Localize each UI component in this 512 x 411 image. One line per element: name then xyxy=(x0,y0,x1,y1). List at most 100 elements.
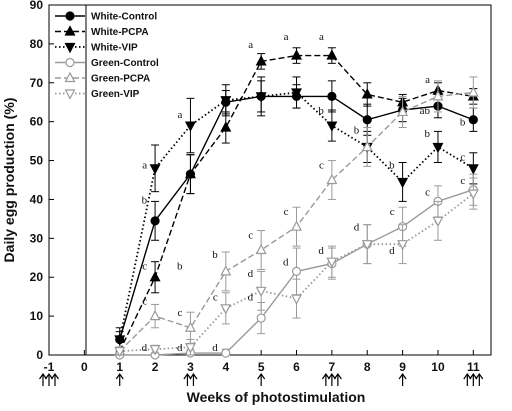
significance-letter: b xyxy=(318,105,324,117)
plot-area xyxy=(48,4,492,356)
up-arrow-icon xyxy=(183,372,192,386)
data-point xyxy=(255,286,267,298)
data-point xyxy=(361,240,373,251)
arrow-head xyxy=(475,372,484,380)
data-point xyxy=(468,115,478,125)
significance-letter: c xyxy=(142,295,147,307)
significance-letter: c xyxy=(213,292,218,304)
arrow-head xyxy=(45,372,53,380)
data-point xyxy=(220,265,232,276)
significance-letter: d xyxy=(212,342,218,354)
significance-letter: a xyxy=(142,159,147,171)
significance-letter: a xyxy=(284,31,289,43)
data-point xyxy=(291,266,302,276)
arrow-head xyxy=(39,372,47,380)
x-tick-label: 8 xyxy=(364,360,371,374)
legend-marker xyxy=(64,42,76,54)
arrow-head xyxy=(189,372,198,380)
photostimulation-arrows xyxy=(39,372,484,386)
up-arrow-icon xyxy=(115,372,124,386)
legend-label: White-Control xyxy=(91,12,157,23)
significance-letter: c xyxy=(178,307,183,319)
significance-letter: ab xyxy=(420,105,431,117)
data-point xyxy=(467,189,479,200)
significance-letter: b xyxy=(389,159,395,171)
data-point xyxy=(114,347,126,358)
data-point xyxy=(291,88,303,99)
up-arrow-icon xyxy=(475,372,484,386)
data-point xyxy=(220,96,232,107)
significance-letter: d xyxy=(248,268,254,280)
x-tick-label: 9 xyxy=(399,360,406,374)
significance-letter: b xyxy=(142,194,148,206)
arrow-head xyxy=(469,372,478,380)
series-green-pcpa xyxy=(114,76,479,356)
legend-item: White-PCPA xyxy=(55,25,149,38)
data-point xyxy=(184,167,196,179)
x-axis-ticks: -1 0 1 2 3 4 5 6 7 8 9 10 11 xyxy=(44,350,480,374)
data-point xyxy=(326,121,338,132)
data-point xyxy=(327,91,337,101)
data-point xyxy=(256,313,266,323)
data-point xyxy=(397,240,409,251)
data-point xyxy=(114,335,126,346)
legend-marker xyxy=(64,71,76,83)
significance-letter: c xyxy=(460,152,465,164)
data-point xyxy=(184,121,196,132)
significance-letter: b xyxy=(177,260,183,272)
up-arrow-icon xyxy=(51,372,59,386)
x-tick-label: -1 xyxy=(44,360,55,374)
legend-item: Green-VIP xyxy=(55,89,140,100)
significance-letter: d xyxy=(354,222,360,234)
data-point xyxy=(432,90,444,101)
legend-item: White-VIP xyxy=(55,43,138,54)
data-point xyxy=(326,257,338,268)
legend-label: White-PCPA xyxy=(91,27,149,38)
y-tick-label: 50 xyxy=(30,154,44,168)
data-point xyxy=(291,49,303,60)
significance-letter: c xyxy=(284,206,289,218)
significance-letter: d xyxy=(283,257,289,269)
series-white-vip xyxy=(114,76,479,352)
data-point xyxy=(255,243,267,255)
significance-letter: d xyxy=(389,245,395,257)
significance-letter: c xyxy=(390,206,395,218)
legend: White-Control White-PCPA White-VIP Green-Co… xyxy=(55,11,159,100)
y-tick-label: 90 xyxy=(30,0,44,12)
arrow-head xyxy=(51,372,59,380)
up-arrow-icon xyxy=(333,372,342,386)
arrow-head xyxy=(333,372,342,380)
up-arrow-icon xyxy=(257,372,266,386)
significance-letter: a xyxy=(425,74,430,86)
up-arrow-icon xyxy=(327,372,336,386)
data-point xyxy=(255,55,267,66)
data-point xyxy=(149,270,161,282)
series-green-vip xyxy=(114,177,479,358)
data-point xyxy=(291,294,303,305)
legend-item: Green-PCPA xyxy=(55,71,150,85)
up-arrow-icon xyxy=(398,372,407,386)
x-tick-label: 6 xyxy=(293,360,300,374)
y-tick-label: 20 xyxy=(30,270,44,284)
x-tick-label: 7 xyxy=(329,360,336,374)
x-tick-label: 10 xyxy=(431,360,445,374)
arrow-head xyxy=(398,372,407,380)
x-tick-label: 2 xyxy=(152,360,159,374)
significance-letter: d xyxy=(318,245,324,257)
legend-label: Green-PCPA xyxy=(91,74,150,85)
legend-label: Green-VIP xyxy=(91,89,140,100)
significance-letter: b xyxy=(424,128,430,140)
y-tick-label: 10 xyxy=(30,309,44,323)
legend-marker xyxy=(65,11,75,21)
x-axis-title: Weeks of photostimulation xyxy=(187,389,366,405)
data-point xyxy=(362,115,372,125)
arrow-head xyxy=(327,372,336,380)
legend-item: White-Control xyxy=(55,11,157,23)
arrow-head xyxy=(463,372,472,380)
legend-label: White-VIP xyxy=(91,43,138,54)
legend-marker xyxy=(64,89,76,100)
data-point xyxy=(397,177,409,189)
legend-marker xyxy=(65,57,75,68)
